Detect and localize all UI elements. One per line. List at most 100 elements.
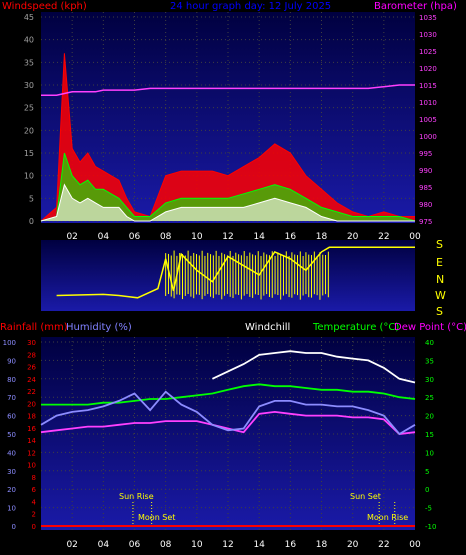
windchill-label: Windchill bbox=[245, 322, 290, 333]
wind-direction-line bbox=[56, 246, 415, 299]
barometer-tick-label: 1030 bbox=[419, 31, 437, 39]
temperature-tick-label: 10 bbox=[425, 449, 434, 457]
barometer-tick-label: 1025 bbox=[419, 48, 437, 56]
humidity-tick-label: 0 bbox=[12, 523, 16, 531]
chart-title: 24 hour graph day: 12 July 2025 bbox=[170, 1, 331, 12]
temperature-tick-label: 35 bbox=[425, 357, 434, 365]
humidity-tick-label: 60 bbox=[7, 413, 16, 421]
temperature-axis-title: Temperature (°C) bbox=[312, 322, 399, 333]
moon-set-label: Moon Set bbox=[138, 513, 175, 522]
wind-x-tick-label: 12 bbox=[222, 232, 233, 242]
barometer-tick-label: 985 bbox=[419, 184, 432, 192]
temperature-tick-label: 40 bbox=[425, 339, 434, 347]
rainfall-tick-label: 26 bbox=[27, 364, 36, 372]
wind-x-tick-label: 14 bbox=[253, 232, 265, 242]
humidity-tick-label: 90 bbox=[7, 357, 16, 365]
barometer-tick-label: 1015 bbox=[419, 82, 437, 90]
temperature-tick-label: 15 bbox=[425, 431, 434, 439]
direction-panel-background bbox=[41, 240, 415, 311]
rainfall-tick-label: 22 bbox=[27, 388, 36, 396]
barometer-tick-label: 995 bbox=[419, 150, 432, 158]
temperature-tick-label: 0 bbox=[425, 486, 429, 494]
barometer-tick-label: 975 bbox=[419, 218, 432, 226]
temp-x-tick-label: 22 bbox=[378, 540, 389, 550]
wind-x-tick-label: 00 bbox=[409, 232, 421, 242]
windspeed-tick-label: 35 bbox=[24, 58, 34, 67]
temp-series-line-magenta bbox=[40, 410, 416, 435]
temp-x-tick-label: 06 bbox=[129, 540, 141, 550]
windspeed-tick-label: 20 bbox=[24, 126, 34, 135]
sun-rise-label: Sun Rise bbox=[119, 492, 154, 501]
windspeed-tick-label: 30 bbox=[24, 81, 34, 90]
temperature-tick-label: 20 bbox=[425, 413, 434, 421]
barometer-tick-label: 1035 bbox=[419, 14, 437, 22]
temp-x-tick-label: 20 bbox=[347, 540, 359, 550]
windspeed-tick-label: 0 bbox=[29, 217, 34, 226]
temp-x-tick-label: 02 bbox=[66, 540, 77, 550]
wind-x-tick-label: 20 bbox=[347, 232, 359, 242]
windspeed-tick-label: 25 bbox=[24, 104, 34, 113]
wind-x-tick-label: 16 bbox=[285, 232, 297, 242]
rainfall-tick-label: 24 bbox=[27, 376, 36, 384]
rainfall-tick-label: 0 bbox=[32, 523, 36, 531]
temperature-tick-label: 30 bbox=[425, 376, 434, 384]
rainfall-tick-label: 14 bbox=[27, 437, 36, 445]
rainfall-tick-label: 10 bbox=[27, 462, 36, 470]
humidity-tick-label: 30 bbox=[7, 468, 16, 476]
temperature-series bbox=[40, 350, 416, 527]
humidity-tick-label: 40 bbox=[7, 449, 16, 457]
compass-letter: W bbox=[435, 289, 446, 302]
wind-x-tick-label: 10 bbox=[191, 232, 203, 242]
axis-ticks: 0202040406060808101012121414161618182020… bbox=[3, 13, 437, 550]
temp-x-tick-label: 00 bbox=[409, 540, 421, 550]
wind-x-tick-label: 18 bbox=[316, 232, 328, 242]
rainfall-tick-label: 12 bbox=[27, 449, 36, 457]
temp-x-tick-label: 18 bbox=[316, 540, 328, 550]
windspeed-tick-label: 5 bbox=[29, 194, 34, 203]
compass-letter: S bbox=[436, 238, 443, 251]
wind-x-tick-label: 06 bbox=[129, 232, 141, 242]
rainfall-tick-label: 28 bbox=[27, 351, 36, 359]
windspeed-axis-title: Windspeed (kph) bbox=[2, 1, 87, 12]
humidity-tick-label: 100 bbox=[3, 339, 16, 347]
rainfall-tick-label: 20 bbox=[27, 400, 36, 408]
windspeed-tick-label: 45 bbox=[24, 13, 34, 22]
compass-letter: S bbox=[436, 305, 443, 318]
temp-x-tick-label: 04 bbox=[98, 540, 110, 550]
temp-series-line-white bbox=[212, 350, 416, 384]
wind-x-tick-label: 04 bbox=[98, 232, 110, 242]
wind-series-line-white bbox=[40, 183, 415, 222]
rainfall-tick-label: 30 bbox=[27, 339, 36, 347]
temp-x-tick-label: 10 bbox=[191, 540, 203, 550]
humidity-tick-label: 70 bbox=[7, 394, 16, 402]
compass-labels: S E N W S bbox=[435, 238, 446, 318]
rainfall-axis-title: Rainfall (mm) bbox=[0, 322, 68, 333]
barometer-tick-label: 990 bbox=[419, 167, 432, 175]
wind-x-tick-label: 08 bbox=[160, 232, 172, 242]
wind-series-line-red bbox=[40, 53, 415, 222]
windspeed-tick-label: 40 bbox=[24, 36, 34, 45]
direction-series bbox=[56, 246, 415, 300]
humidity-tick-label: 80 bbox=[7, 376, 16, 384]
barometer-axis-title: Barometer (hpa) bbox=[374, 1, 457, 12]
wind-series bbox=[40, 53, 416, 222]
rainfall-tick-label: 16 bbox=[27, 425, 36, 433]
compass-letter: N bbox=[436, 273, 444, 286]
barometer-tick-label: 1020 bbox=[419, 65, 437, 73]
temperature-tick-label: 25 bbox=[425, 394, 434, 402]
sun-set-label: Sun Set bbox=[350, 492, 381, 501]
windspeed-tick-label: 15 bbox=[24, 149, 34, 158]
rainfall-tick-label: 6 bbox=[32, 486, 37, 494]
humidity-tick-label: 50 bbox=[7, 431, 16, 439]
windspeed-tick-label: 10 bbox=[24, 172, 34, 181]
temp-x-tick-label: 16 bbox=[285, 540, 297, 550]
temp-x-tick-label: 08 bbox=[160, 540, 172, 550]
rainfall-tick-label: 18 bbox=[27, 413, 36, 421]
wind-x-tick-label: 02 bbox=[66, 232, 77, 242]
temp-x-tick-label: 12 bbox=[222, 540, 233, 550]
wind-series-line-green bbox=[40, 152, 416, 222]
humidity-tick-label: 10 bbox=[7, 505, 16, 513]
barometer-tick-label: 980 bbox=[419, 201, 432, 209]
